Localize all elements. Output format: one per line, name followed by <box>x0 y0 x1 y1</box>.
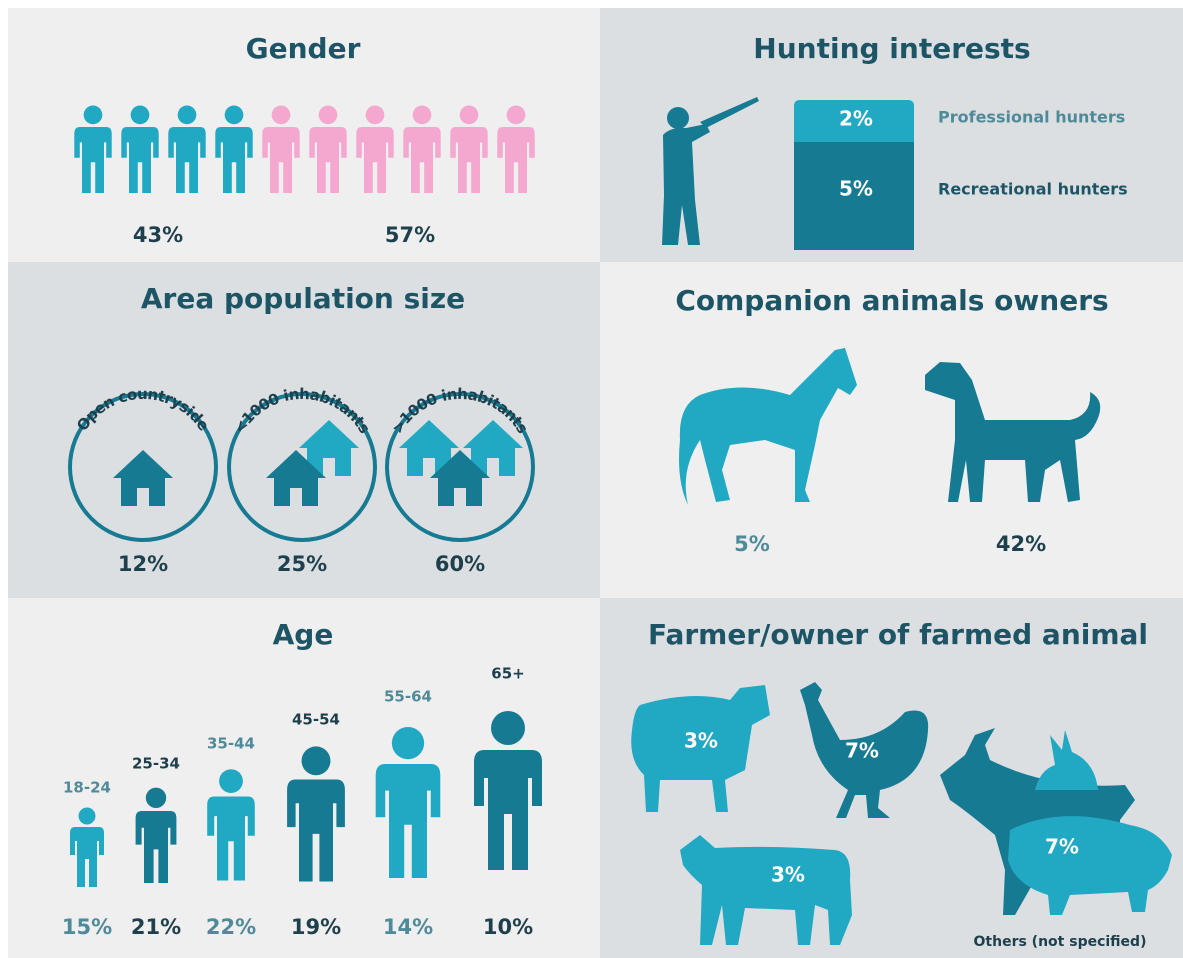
percent: 21% <box>131 915 181 939</box>
panel-title: Hunting interests <box>753 32 1030 65</box>
percent: 19% <box>291 915 341 939</box>
label: Professional hunters <box>938 108 1125 127</box>
panel-title: Farmer/owner of farmed animal <box>648 618 1148 651</box>
panel-title: Area population size <box>141 282 465 315</box>
percent: 60% <box>435 552 485 576</box>
percent: 42% <box>996 532 1046 556</box>
age-label: 65+ <box>491 665 524 683</box>
age-label: 45-54 <box>292 711 340 729</box>
percent: 5% <box>839 177 873 201</box>
percent: 3% <box>771 863 805 887</box>
age-label: 35-44 <box>207 735 255 753</box>
age-label: 55-64 <box>384 688 432 706</box>
percent: 7% <box>1045 835 1079 859</box>
label: Recreational hunters <box>938 180 1128 199</box>
percent: 3% <box>684 729 718 753</box>
percent: 14% <box>383 915 433 939</box>
percent: 2% <box>839 107 873 131</box>
percent: 15% <box>62 915 112 939</box>
percent: 43% <box>133 223 183 247</box>
panel-title: Companion animals owners <box>675 284 1108 317</box>
percent: 57% <box>385 223 435 247</box>
infographic: Gender 43% 57% Hunting interests 2% 5% P… <box>0 0 1183 958</box>
age-label: 25-34 <box>132 755 180 773</box>
percent: 5% <box>734 532 770 556</box>
panel-title: Age <box>273 618 334 651</box>
percent: 7% <box>845 739 879 763</box>
percent: 10% <box>483 915 533 939</box>
panel-title: Gender <box>246 32 361 65</box>
age-label: 18-24 <box>63 779 111 797</box>
percent: 25% <box>277 552 327 576</box>
percent: 12% <box>118 552 168 576</box>
percent: 22% <box>206 915 256 939</box>
note: Others (not specified) <box>974 934 1147 950</box>
